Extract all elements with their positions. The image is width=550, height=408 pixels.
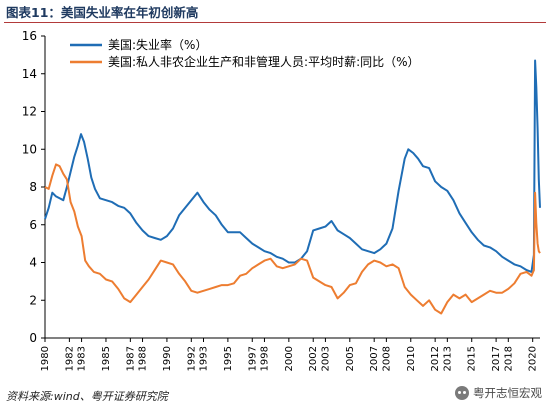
x-tick-label: 2003 — [320, 346, 331, 371]
x-tick-label: 2005 — [345, 346, 356, 371]
y-tick-label: 12 — [22, 105, 37, 119]
source-note: 资料来源:wind、粤开证券研究院 — [6, 390, 168, 403]
watermark-text: 粤开志恒宏观 — [473, 386, 542, 400]
x-tick-label: 1995 — [223, 346, 234, 371]
x-tick-label: 2020 — [528, 346, 539, 371]
x-tick-label: 2015 — [467, 346, 478, 371]
hourly-earnings-yoy-line — [44, 163, 541, 315]
y-tick-label: 14 — [22, 67, 37, 81]
x-tick-label: 2018 — [503, 346, 514, 371]
x-tick-label: 2010 — [406, 346, 417, 371]
x-tick-label: 1980 — [40, 346, 51, 371]
x-tick-label: 2012 — [430, 346, 441, 371]
legend-label: 美国:私人非农企业生产和非管理人员:平均时薪:同比（%） — [108, 54, 420, 69]
x-tick-label: 1998 — [259, 346, 270, 371]
figure-title: 图表11：美国失业率在年初创新高 — [6, 5, 199, 20]
y-tick-label: 0 — [29, 331, 37, 345]
x-tick-label: 1985 — [101, 346, 112, 371]
y-tick-label: 2 — [29, 293, 37, 307]
x-tick-label: 1987 — [125, 346, 136, 371]
watermark: 粤开志恒宏观 — [455, 385, 542, 401]
unemployment-rate-line — [44, 59, 541, 273]
x-tick-label: 1993 — [198, 346, 209, 371]
x-tick-label: 2000 — [284, 346, 295, 371]
x-tick-label: 2013 — [442, 346, 453, 371]
x-tick-label: 2008 — [381, 346, 392, 371]
x-tick-label: 2007 — [369, 346, 380, 371]
legend-label: 美国:失业率（%） — [108, 37, 207, 52]
line-chart: 0 2 4 6 8 10 12 14 16 1980 1982 1983 1985 1987 1988 199… — [22, 29, 541, 371]
x-tick-label: 2017 — [491, 346, 502, 371]
x-tick-label: 1982 — [64, 346, 75, 371]
title-divider — [4, 22, 546, 23]
y-tick-label: 8 — [29, 180, 37, 194]
y-tick-label: 10 — [22, 142, 37, 156]
x-tick-label: 2002 — [308, 346, 319, 371]
y-tick-label: 16 — [22, 29, 37, 43]
x-tick-label: 1990 — [162, 346, 173, 371]
x-tick-label: 1992 — [186, 346, 197, 371]
x-tick-label: 1988 — [138, 346, 149, 371]
y-tick-label: 4 — [29, 256, 37, 270]
x-tick-label: 1983 — [77, 346, 88, 371]
x-tick-label: 1997 — [247, 346, 258, 371]
y-tick-label: 6 — [29, 218, 37, 232]
wechat-icon — [455, 386, 469, 400]
